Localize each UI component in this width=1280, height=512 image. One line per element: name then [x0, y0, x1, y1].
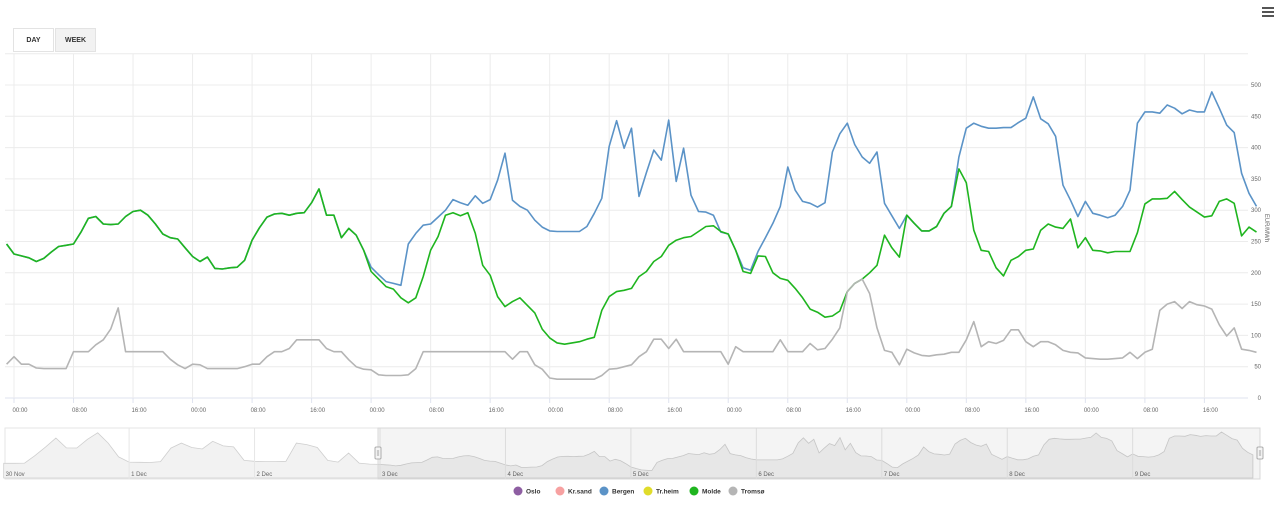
y-tick-label: 300 — [1251, 208, 1262, 214]
y-tick-label: 0 — [1258, 396, 1262, 402]
series-line-molde — [5, 168, 1257, 345]
x-tick-label: 00:00 — [370, 408, 386, 414]
range-button-day[interactable]: DAY — [13, 28, 54, 52]
x-tick-label: 00:00 — [12, 408, 28, 414]
y-tick-label: 200 — [1251, 271, 1262, 277]
y-tick-label: 100 — [1251, 333, 1262, 339]
x-tick-label: 08:00 — [72, 408, 88, 414]
x-tick-label: 08:00 — [786, 408, 802, 414]
range-button-week[interactable]: WEEK — [55, 28, 96, 52]
y-tick-label: 50 — [1254, 365, 1261, 371]
legend-marker-icon — [599, 486, 609, 496]
x-tick-label: 08:00 — [251, 408, 267, 414]
legend-item-krsand[interactable]: Kr.sand — [555, 486, 592, 496]
legend-marker-icon — [728, 486, 738, 496]
legend-item-molde[interactable]: Molde — [689, 486, 722, 496]
navigator-date-label: 30 Nov — [6, 472, 25, 478]
legend-item-trheim[interactable]: Tr.heim — [643, 486, 679, 496]
legend-item-bergen[interactable]: Bergen — [599, 486, 635, 496]
navigator-date-label: 6 Dec — [758, 472, 774, 478]
hamburger-menu-icon[interactable] — [1262, 7, 1274, 18]
navigator-selected-range — [377, 427, 1261, 480]
legend-label: Bergen — [612, 489, 634, 496]
x-tick-label: 16:00 — [310, 408, 326, 414]
legend-label: Kr.sand — [568, 489, 592, 496]
navigator-date-label: 8 Dec — [1009, 472, 1025, 478]
legend-label: Tromsø — [741, 489, 765, 496]
x-tick-label: 16:00 — [1024, 408, 1040, 414]
x-tick-label: 08:00 — [608, 408, 624, 414]
navigator-date-label: 9 Dec — [1135, 472, 1151, 478]
x-tick-label: 00:00 — [548, 408, 564, 414]
y-tick-label: 500 — [1251, 83, 1262, 89]
x-tick-label: 00:00 — [1084, 408, 1100, 414]
x-tick-label: 00:00 — [191, 408, 207, 414]
series-line-troms — [6, 278, 1257, 380]
navigator-date-label: 2 Dec — [257, 472, 273, 478]
y-tick-label: 350 — [1251, 177, 1262, 183]
series-line-bergen — [5, 91, 1258, 287]
legend-item-troms[interactable]: Tromsø — [728, 486, 765, 496]
navigator-date-label: 5 Dec — [633, 472, 649, 478]
y-tick-label: 400 — [1251, 146, 1262, 152]
x-tick-label: 00:00 — [727, 408, 743, 414]
navigator-handle-right[interactable] — [1256, 446, 1264, 460]
y-axis: 0 50 100 150 200 250 300 350 400 450 500 — [1251, 83, 1262, 402]
x-axis: 00:00 08:00 16:00 00:00 08:00 16:00 00:00 08:00… — [12, 398, 1219, 414]
navigator-handle-left[interactable] — [374, 446, 382, 460]
x-tick-label: 16:00 — [1203, 408, 1219, 414]
navigator[interactable]: 30 Nov 1 Dec 2 Dec 3 Dec 4 Dec 5 Dec 6 Dec 7 De… — [3, 427, 1264, 480]
legend-marker-icon — [555, 486, 565, 496]
legend: Oslo Kr.sand Bergen Tr.heim Molde Tromsø — [513, 486, 765, 496]
navigator-date-label: 3 Dec — [382, 472, 398, 478]
x-tick-label: 08:00 — [965, 408, 981, 414]
legend-marker-icon — [513, 486, 523, 496]
x-tick-label: 08:00 — [429, 408, 445, 414]
y-axis-title: EUR/MWh — [1263, 214, 1269, 242]
legend-label: Molde — [702, 489, 721, 496]
navigator-date-label: 7 Dec — [884, 472, 900, 478]
legend-item-oslo[interactable]: Oslo — [513, 486, 541, 496]
legend-label: Oslo — [526, 489, 540, 496]
legend-marker-icon — [643, 486, 653, 496]
navigator-date-label: 1 Dec — [131, 472, 147, 478]
plot-series — [5, 91, 1258, 380]
x-tick-label: 16:00 — [489, 408, 505, 414]
x-tick-label: 16:00 — [846, 408, 862, 414]
y-tick-label: 450 — [1251, 114, 1262, 120]
y-tick-label: 250 — [1251, 240, 1262, 246]
legend-label: Tr.heim — [656, 489, 679, 496]
x-tick-label: 08:00 — [1143, 408, 1159, 414]
navigator-series — [3, 431, 1254, 479]
grid — [5, 53, 1248, 399]
x-tick-label: 00:00 — [905, 408, 921, 414]
y-tick-label: 150 — [1251, 302, 1262, 308]
x-tick-label: 16:00 — [667, 408, 683, 414]
x-tick-label: 16:00 — [132, 408, 148, 414]
navigator-date-label: 4 Dec — [507, 472, 523, 478]
legend-marker-icon — [689, 486, 699, 496]
